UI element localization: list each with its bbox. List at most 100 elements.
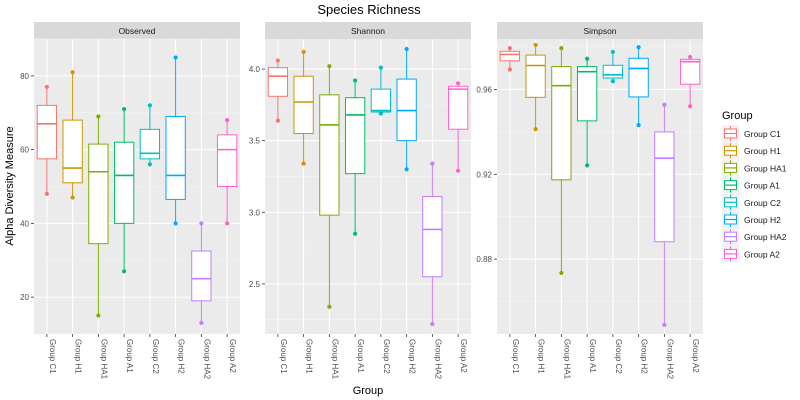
x-tick-label: Group C2 [151,339,160,374]
box-group-h2 [628,45,649,128]
facet-strip [265,22,471,39]
y-tick-label: 20 [20,293,29,302]
y-tick-label: 3.5 [249,137,261,146]
point-min [122,269,127,274]
facet-strip-label: Observed [119,26,156,36]
box-iqr [267,67,289,97]
point-min [225,221,230,226]
x-tick-label: Group H1 [74,339,83,374]
y-tick-label: 0.92 [476,170,492,179]
x-tick-label: Group A1 [588,339,597,373]
x-tick-label: Group HA1 [330,339,339,380]
point-max [173,55,178,60]
point-max [585,56,590,61]
y-tick-label: 60 [20,146,29,155]
point-max [301,49,306,54]
point-max [507,46,512,51]
legend-item-group-h2: Group H2 [722,211,781,228]
box-iqr [113,141,135,224]
point-min [610,79,615,84]
box-iqr [602,64,624,79]
point-max [327,64,332,69]
box-group-ha1 [88,114,109,318]
point-min [301,161,306,166]
box-group-ha1 [551,46,572,276]
point-min [327,304,332,309]
x-tick-label: Group A1 [125,339,134,373]
x-tick-label: Group A2 [459,339,468,373]
point-min [70,195,75,200]
box-group-ha1 [319,64,340,309]
box-iqr [139,128,161,160]
box-group-c1 [267,58,289,123]
y-tick-label: 4.0 [249,65,261,74]
point-max [199,221,204,226]
box-iqr [628,57,649,98]
point-max [378,65,383,70]
facet-strip [34,22,240,39]
box-iqr [62,119,83,184]
x-tick-label: Group HA2 [202,339,211,380]
point-min [275,118,280,123]
legend-item-group-c1: Group C1 [722,125,781,142]
point-max [404,46,409,52]
box-group-h1 [525,42,546,132]
legend-item-group-h1: Group H1 [722,142,781,160]
box-iqr [551,66,572,181]
x-tick-label: Group HA2 [665,339,674,380]
point-max [456,81,461,86]
box-iqr [422,196,443,278]
box-group-c1 [36,84,58,196]
x-tick-label: Group A1 [356,339,365,373]
point-min [96,313,101,318]
point-max [147,103,152,108]
point-min [688,104,693,109]
box-group-ha2 [422,161,443,327]
point-min [404,167,409,172]
box-group-a1 [113,106,135,274]
facet-panel-shannon: Shannon 2.5 3.0 3.5 4.0 Group C1 Group H1 Group… [249,22,471,380]
x-tick-label: Group A2 [228,339,237,373]
box-group-h2 [396,46,417,172]
box-group-a2 [679,54,701,109]
point-min [662,322,667,327]
box-iqr [576,66,598,122]
box-iqr [654,131,675,243]
point-min [585,163,590,168]
legend-label: Group C2 [744,198,781,208]
x-tick-label: Group C1 [511,339,520,374]
box-group-a1 [576,56,598,168]
box-iqr [344,97,366,175]
box-iqr [36,104,58,160]
point-max [225,118,230,123]
point-min [559,270,564,276]
chart-title: Species Richness [317,2,421,17]
x-tick-label: Group H2 [177,339,186,374]
legend-label: Group HA2 [744,232,787,242]
facet-panels: Observed 20 40 60 80 Group C1 Group H1 Group HA… [20,22,703,380]
y-tick-label: 2.5 [249,280,261,289]
facet-strip [497,22,703,39]
x-axis-label: Group [353,385,384,397]
y-tick-label: 3.0 [249,208,261,217]
legend-title: Group [722,110,753,122]
box-iqr [165,115,186,200]
box-iqr [499,50,521,62]
x-tick-label: Group H1 [537,339,546,374]
point-min [636,123,641,128]
box-group-c2 [139,103,161,167]
y-tick-label: 80 [20,72,29,81]
point-max [96,114,101,119]
x-tick-label: Group HA1 [99,339,108,380]
x-tick-label: Group H2 [408,339,417,374]
y-axis-label: Alpha Diversity Measure [4,126,16,245]
legend-item-group-c2: Group C2 [722,193,781,211]
point-max [44,84,49,90]
legend-item-group-a1: Group A1 [722,176,780,194]
box-group-a2 [447,81,469,173]
point-min [173,221,178,226]
legend-label: Group A2 [744,249,780,259]
box-group-a2 [216,118,238,226]
box-group-a1 [344,78,366,236]
